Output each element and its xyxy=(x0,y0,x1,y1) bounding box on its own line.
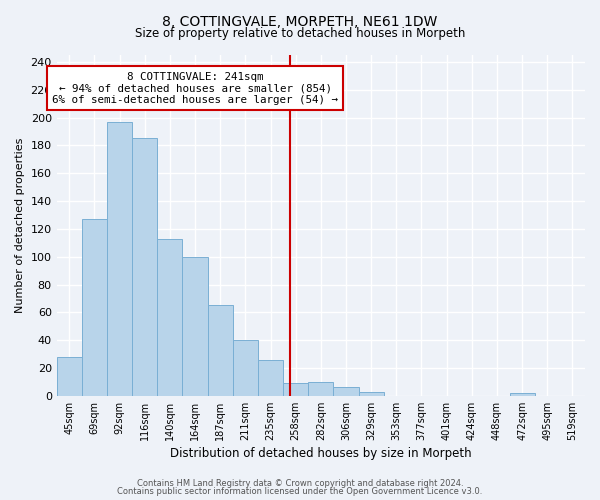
Bar xyxy=(182,256,208,396)
Text: Contains HM Land Registry data © Crown copyright and database right 2024.: Contains HM Land Registry data © Crown c… xyxy=(137,479,463,488)
Bar xyxy=(208,306,233,396)
Bar xyxy=(157,238,182,396)
Bar xyxy=(359,392,384,396)
Bar xyxy=(509,393,535,396)
Text: 8, COTTINGVALE, MORPETH, NE61 1DW: 8, COTTINGVALE, MORPETH, NE61 1DW xyxy=(163,15,437,29)
X-axis label: Distribution of detached houses by size in Morpeth: Distribution of detached houses by size … xyxy=(170,447,472,460)
Bar xyxy=(308,382,334,396)
Y-axis label: Number of detached properties: Number of detached properties xyxy=(15,138,25,313)
Bar xyxy=(233,340,258,396)
Bar xyxy=(283,384,308,396)
Text: 8 COTTINGVALE: 241sqm
← 94% of detached houses are smaller (854)
6% of semi-deta: 8 COTTINGVALE: 241sqm ← 94% of detached … xyxy=(52,72,338,105)
Bar xyxy=(258,360,283,396)
Bar xyxy=(82,219,107,396)
Text: Size of property relative to detached houses in Morpeth: Size of property relative to detached ho… xyxy=(135,28,465,40)
Bar xyxy=(56,357,82,396)
Bar xyxy=(107,122,132,396)
Bar xyxy=(132,138,157,396)
Text: Contains public sector information licensed under the Open Government Licence v3: Contains public sector information licen… xyxy=(118,487,482,496)
Bar xyxy=(334,388,359,396)
